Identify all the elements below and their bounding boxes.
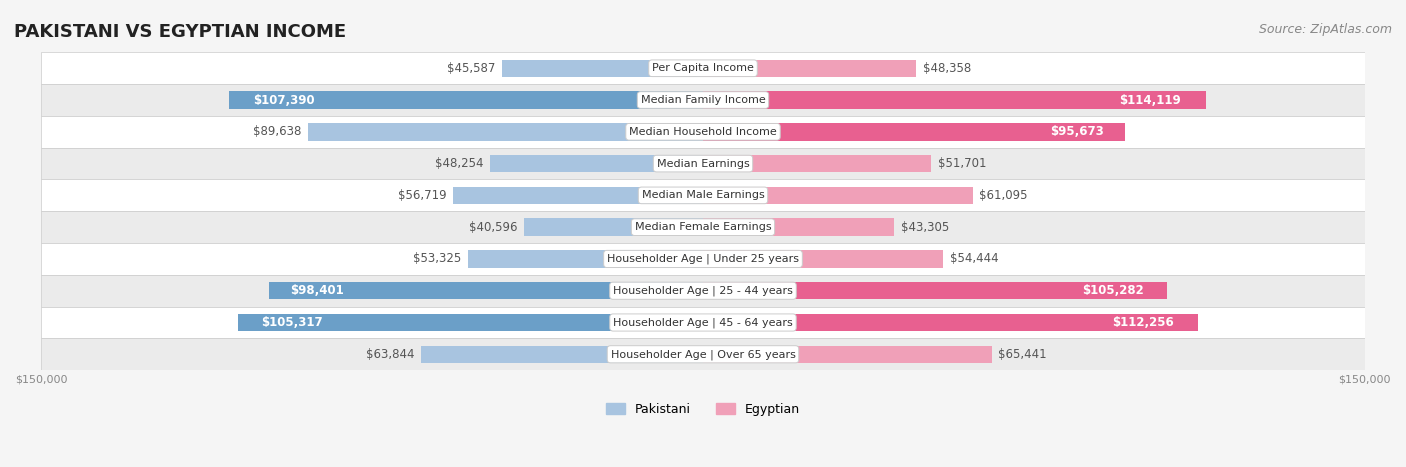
Bar <box>229 91 703 109</box>
Bar <box>491 155 703 172</box>
Text: $89,638: $89,638 <box>253 125 301 138</box>
Text: Householder Age | Under 25 years: Householder Age | Under 25 years <box>607 254 799 264</box>
FancyBboxPatch shape <box>41 307 1365 339</box>
Text: $98,401: $98,401 <box>291 284 344 297</box>
Text: $43,305: $43,305 <box>901 221 949 234</box>
Text: Median Female Earnings: Median Female Earnings <box>634 222 772 232</box>
Text: $48,254: $48,254 <box>434 157 484 170</box>
FancyBboxPatch shape <box>41 275 1365 307</box>
FancyBboxPatch shape <box>41 179 1365 211</box>
Text: $53,325: $53,325 <box>413 253 461 265</box>
Bar <box>269 282 703 299</box>
Bar <box>422 346 703 363</box>
FancyBboxPatch shape <box>41 243 1365 275</box>
Bar <box>703 123 1125 141</box>
Text: Source: ZipAtlas.com: Source: ZipAtlas.com <box>1258 23 1392 36</box>
Bar <box>703 59 917 77</box>
Text: $107,390: $107,390 <box>253 93 315 106</box>
Bar <box>703 250 943 268</box>
FancyBboxPatch shape <box>41 116 1365 148</box>
Legend: Pakistani, Egyptian: Pakistani, Egyptian <box>602 398 804 421</box>
Text: Median Male Earnings: Median Male Earnings <box>641 191 765 200</box>
Text: $95,673: $95,673 <box>1050 125 1104 138</box>
Bar <box>703 219 894 236</box>
Text: Median Household Income: Median Household Income <box>628 127 778 137</box>
Bar <box>703 155 931 172</box>
Text: $56,719: $56,719 <box>398 189 446 202</box>
Text: $63,844: $63,844 <box>366 348 415 361</box>
Text: $112,256: $112,256 <box>1112 316 1174 329</box>
Text: $51,701: $51,701 <box>938 157 986 170</box>
Text: $114,119: $114,119 <box>1119 93 1181 106</box>
Text: Median Earnings: Median Earnings <box>657 159 749 169</box>
Text: $54,444: $54,444 <box>950 253 998 265</box>
FancyBboxPatch shape <box>41 148 1365 179</box>
Text: $105,317: $105,317 <box>262 316 323 329</box>
Text: Per Capita Income: Per Capita Income <box>652 63 754 73</box>
Text: $61,095: $61,095 <box>979 189 1028 202</box>
Text: Householder Age | 45 - 64 years: Householder Age | 45 - 64 years <box>613 317 793 328</box>
Text: PAKISTANI VS EGYPTIAN INCOME: PAKISTANI VS EGYPTIAN INCOME <box>14 23 346 42</box>
Text: Householder Age | 25 - 44 years: Householder Age | 25 - 44 years <box>613 285 793 296</box>
Bar <box>453 187 703 204</box>
FancyBboxPatch shape <box>41 84 1365 116</box>
Text: $48,358: $48,358 <box>922 62 972 75</box>
FancyBboxPatch shape <box>41 339 1365 370</box>
FancyBboxPatch shape <box>41 52 1365 84</box>
Bar <box>308 123 703 141</box>
Bar <box>703 91 1206 109</box>
FancyBboxPatch shape <box>41 211 1365 243</box>
Text: Householder Age | Over 65 years: Householder Age | Over 65 years <box>610 349 796 360</box>
Bar <box>703 346 991 363</box>
Bar <box>502 59 703 77</box>
Bar <box>703 282 1167 299</box>
Text: $40,596: $40,596 <box>468 221 517 234</box>
Bar <box>524 219 703 236</box>
Text: $105,282: $105,282 <box>1083 284 1144 297</box>
Bar <box>703 187 973 204</box>
Bar <box>239 314 703 331</box>
Text: $65,441: $65,441 <box>998 348 1047 361</box>
Text: Median Family Income: Median Family Income <box>641 95 765 105</box>
Bar <box>468 250 703 268</box>
Bar <box>703 314 1198 331</box>
Text: $45,587: $45,587 <box>447 62 495 75</box>
